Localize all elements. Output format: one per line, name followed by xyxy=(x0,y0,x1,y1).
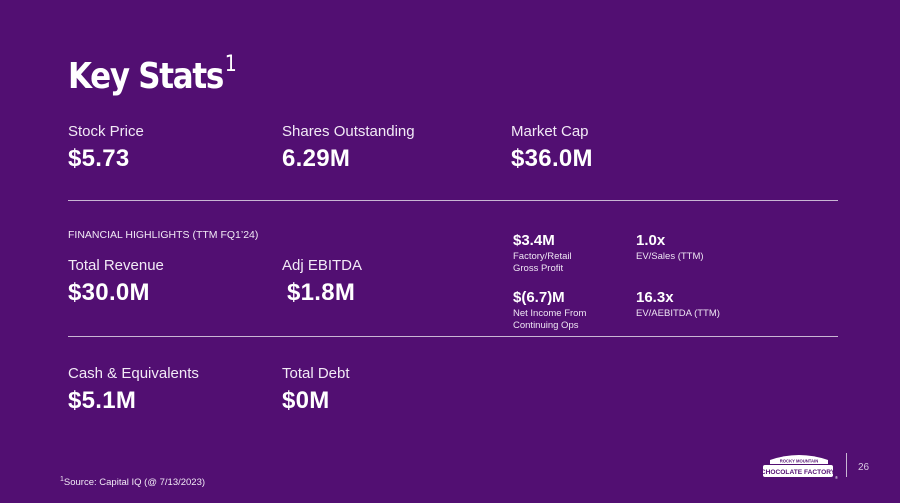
footnote: 1Source: Capital IQ (@ 7/13/2023) xyxy=(60,476,205,488)
logo-main-text: CHOCOLATE FACTORY xyxy=(761,469,836,476)
metric-label-line1: Factory/Retail xyxy=(513,251,572,262)
divider-top xyxy=(68,200,838,201)
cash-equivalents-value: $5.1M xyxy=(68,387,137,414)
total-debt-label: Total Debt xyxy=(282,365,350,382)
financial-highlights-heading: FINANCIAL HIGHLIGHTS (TTM FQ1’24) xyxy=(68,229,259,241)
adj-ebitda-label: Adj EBITDA xyxy=(282,257,363,274)
total-revenue-value: $30.0M xyxy=(68,279,150,306)
page-title: Key Stats1 xyxy=(68,52,237,97)
metric-label-line1: EV/Sales (TTM) xyxy=(636,251,704,262)
metric-label-line2: Continuing Ops xyxy=(513,320,579,331)
metric-value: 1.0x xyxy=(636,232,666,249)
shares-outstanding-label: Shares Outstanding xyxy=(282,123,415,140)
metric-label-line1: Net Income From xyxy=(513,308,587,319)
metric-ev-aebitda: 16.3x EV/AEBITDA (TTM) xyxy=(636,289,720,320)
page-number: 26 xyxy=(858,462,870,473)
title-footnote-marker: 1 xyxy=(224,52,237,77)
metric-label-line1: EV/AEBITDA (TTM) xyxy=(636,308,720,319)
stock-price-label: Stock Price xyxy=(68,123,144,140)
metric-label-line2: Gross Profit xyxy=(513,263,564,274)
divider-bottom xyxy=(68,336,838,337)
logo-top-text: ROCKY MOUNTAIN xyxy=(780,459,818,464)
metric-ev-sales: 1.0x EV/Sales (TTM) xyxy=(636,232,704,263)
adj-ebitda-value: $1.8M xyxy=(287,279,356,306)
total-revenue-label: Total Revenue xyxy=(68,257,164,274)
metric-value: $3.4M xyxy=(513,232,555,249)
market-cap-label: Market Cap xyxy=(511,123,589,140)
market-cap-value: $36.0M xyxy=(511,145,593,172)
metric-gross-profit: $3.4M Factory/Retail Gross Profit xyxy=(513,232,572,275)
footnote-text: Source: Capital IQ (@ 7/13/2023) xyxy=(63,477,206,489)
footnote-marker: 1 xyxy=(60,476,64,483)
logo-registered-mark: ® xyxy=(835,475,838,480)
shares-outstanding-value: 6.29M xyxy=(282,145,351,172)
metric-value: 16.3x xyxy=(636,289,674,306)
metric-value: $(6.7)M xyxy=(513,289,565,306)
metric-net-income: $(6.7)M Net Income From Continuing Ops xyxy=(513,289,586,332)
cash-equivalents-label: Cash & Equivalents xyxy=(68,365,199,382)
logo-separator xyxy=(846,453,847,477)
rocky-mountain-chocolate-factory-logo: ROCKY MOUNTAIN CHOCOLATE FACTORY ® xyxy=(761,455,838,480)
stock-price-value: $5.73 xyxy=(68,145,130,172)
total-debt-value: $0M xyxy=(282,387,330,414)
